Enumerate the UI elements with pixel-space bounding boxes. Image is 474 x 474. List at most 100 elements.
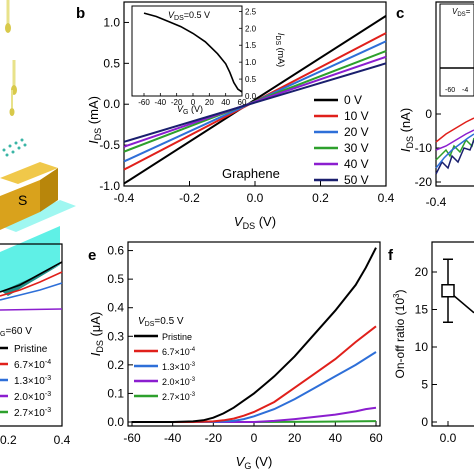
panel-e-legend-text: 1.3×10: [162, 362, 190, 372]
panel-e-annotation: VDS=0.5 V: [138, 316, 184, 328]
panel-f-xtick-label: 0.0: [440, 431, 457, 445]
panel-e-ylabel: IDS (μA): [88, 312, 105, 357]
panel-c-inset-label: VDS=: [452, 7, 471, 18]
panel-c-curve-green: [435, 137, 474, 161]
panel-c-curve-blue: [435, 133, 474, 169]
panel-c-curve-red: [435, 117, 474, 143]
panel-d-legend-label: 2.0×10-3: [14, 391, 51, 403]
panel-f-label: f: [388, 247, 394, 264]
panel-b: b -0.4 -0.2 0.0 0.2 0.4 -1.0 -0.5 0.0 0.5 1.0 Gra…: [76, 1, 395, 231]
panel-b-inset-ytick-label: 2.5: [245, 7, 257, 16]
panel-c-xtick-label: -0.4: [426, 195, 447, 209]
source-electrode-label: S: [18, 192, 27, 208]
panel-e-series-line: [132, 406, 377, 423]
electrode-side: [40, 168, 58, 212]
panel-f-ytick-label: 0: [421, 415, 428, 429]
panel-e-legend-sup: -4: [190, 347, 196, 353]
molecule-layer: [2, 138, 27, 157]
panel-d-legend-sup: -3: [45, 375, 51, 382]
panel-e-series-line: [132, 247, 377, 423]
panel-b-ytick-label: 1.0: [103, 15, 120, 29]
panel-f-plot-frame: [431, 241, 474, 427]
panel-e-legend-label: 1.3×10-3: [162, 362, 196, 372]
panel-b-legend-label: 30 V: [344, 141, 369, 155]
panel-d: G=60 V Pristine6.7×10-41.3×10-32.0×10-32…: [0, 243, 71, 447]
panel-b-inset-xlabel: VG (V): [177, 104, 203, 116]
panel-e-axes: -60 -40 -20 0 20 40 60 0.0 0.1 0.2 0.3 0.4 0.5 0.6: [107, 244, 383, 445]
panel-e-xtick-label: -60: [123, 431, 141, 445]
panel-b-xlabel: VDS (V): [234, 214, 276, 231]
panel-c-curve-purple: [435, 129, 474, 151]
panel-b-inset-ylabel: IDS (mA): [274, 33, 286, 67]
panel-b-ylabel: IDS (mA): [86, 96, 103, 144]
panel-e-legend-sup: -3: [190, 362, 196, 368]
panel-b-series-line: [123, 62, 387, 143]
panel-e-legend-text: Pristine: [162, 332, 192, 342]
panel-e-xtick-label: -20: [205, 431, 223, 445]
panel-e-legend-label: Pristine: [162, 332, 192, 342]
panel-b-xtick-label: 0.4: [378, 191, 395, 205]
panel-c: c VDS= -60 -4 0 -10 -20 IDS (nA) -0.4: [396, 1, 474, 209]
panel-b-ytick-label: 0.5: [103, 56, 120, 70]
panel-b-inset-xtick-label: -60: [138, 98, 150, 107]
panel-b-inset-curve: [143, 12, 243, 93]
panel-b-inset-ytick-label: 2.0: [245, 24, 257, 33]
panel-e-xtick-label: 20: [288, 431, 302, 445]
panel-c-ytick-label: 0: [425, 107, 432, 121]
ion-droplets: [5, 0, 17, 116]
panel-b-legend-label: 20 V: [344, 125, 369, 139]
panel-b-ytick-label: -1.0: [99, 179, 120, 193]
panel-b-legend-label: 40 V: [344, 157, 369, 171]
substrate-front: [0, 226, 60, 292]
panel-f-points: [441, 258, 474, 323]
panel-b-inset-frame: [131, 5, 243, 97]
panel-b-ytick-label: -0.5: [99, 138, 120, 152]
panel-d-xtick-label: 0.4: [54, 433, 71, 447]
panel-f-ytick-label: 10: [415, 340, 429, 354]
panel-b-xtick-label: 0.0: [247, 191, 264, 205]
panel-d-xtick-label: 0.2: [0, 433, 17, 447]
panel-e-legend-sup: -3: [190, 377, 196, 383]
panel-e-ytick-label: 0.0: [107, 415, 124, 429]
panel-f-point: [441, 284, 455, 298]
panel-f-axes: 0 5 10 15 20 0.0: [415, 265, 457, 445]
panel-c-ytick-label: -20: [415, 175, 433, 189]
substrate-top: [0, 200, 76, 232]
panel-d-legend-sup: -3: [45, 391, 51, 398]
panel-f-ytick-label: 20: [415, 265, 429, 279]
panel-c-curve-navy: [435, 139, 474, 175]
panel-d-legend-sup: -3: [45, 407, 51, 414]
panel-b-legend-label: 10 V: [344, 109, 369, 123]
panel-b-annotation: Graphene: [222, 166, 280, 181]
panel-c-inset-xtick: -4: [462, 87, 468, 94]
panel-c-ylabel: IDS (nA): [398, 108, 415, 152]
panel-e-xtick-label: 0: [251, 431, 258, 445]
panel-b-inset-ytick-label: 0.0: [245, 92, 257, 101]
panel-d-legend-text: 2.7×10: [14, 408, 45, 419]
panel-b-inset-ytick-label: 1.0: [245, 58, 257, 67]
panel-c-inset-xtick: -60: [445, 87, 455, 94]
panel-b-label: b: [76, 5, 85, 22]
panel-d-legend-title: G=60 V: [0, 326, 32, 338]
panel-b-inset: -60 -40 -20 0 20 40 600.0 0.5 1.0 1.5 2.0 2.5: [138, 7, 256, 107]
panel-e-label: e: [88, 247, 96, 264]
panel-e-legend-text: 2.7×10: [162, 392, 190, 402]
panel-b-xtick-label: 0.2: [312, 191, 329, 205]
panel-e-ytick-label: 0.2: [107, 358, 124, 372]
panel-e-legend-label: 2.0×10-3: [162, 377, 196, 387]
panel-b-inset-xtick-label: 0: [191, 98, 196, 107]
panel-d-plot-frame: [0, 243, 63, 427]
panel-c-curves: [435, 117, 474, 175]
panel-b-inset-xtick-label: 20: [205, 98, 214, 107]
panel-d-legend-text: 6.7×10: [14, 360, 45, 371]
panel-b-legend-label: 0 V: [344, 93, 362, 107]
panel-e-xtick-label: -40: [164, 431, 182, 445]
panel-e-xtick-label: 60: [369, 431, 383, 445]
panel-b-inset-xtick-label: 60: [238, 98, 247, 107]
panel-c-plot-frame: [435, 1, 474, 187]
panel-b-xtick-label: -0.2: [179, 191, 200, 205]
panel-b-inset-label: VDS=0.5 V: [168, 10, 210, 22]
panel-f-ytick-label: 15: [415, 303, 429, 317]
panel-b-axes: -0.4 -0.2 0.0 0.2 0.4 -1.0 -0.5 0.0 0.5 1.0: [99, 15, 394, 205]
